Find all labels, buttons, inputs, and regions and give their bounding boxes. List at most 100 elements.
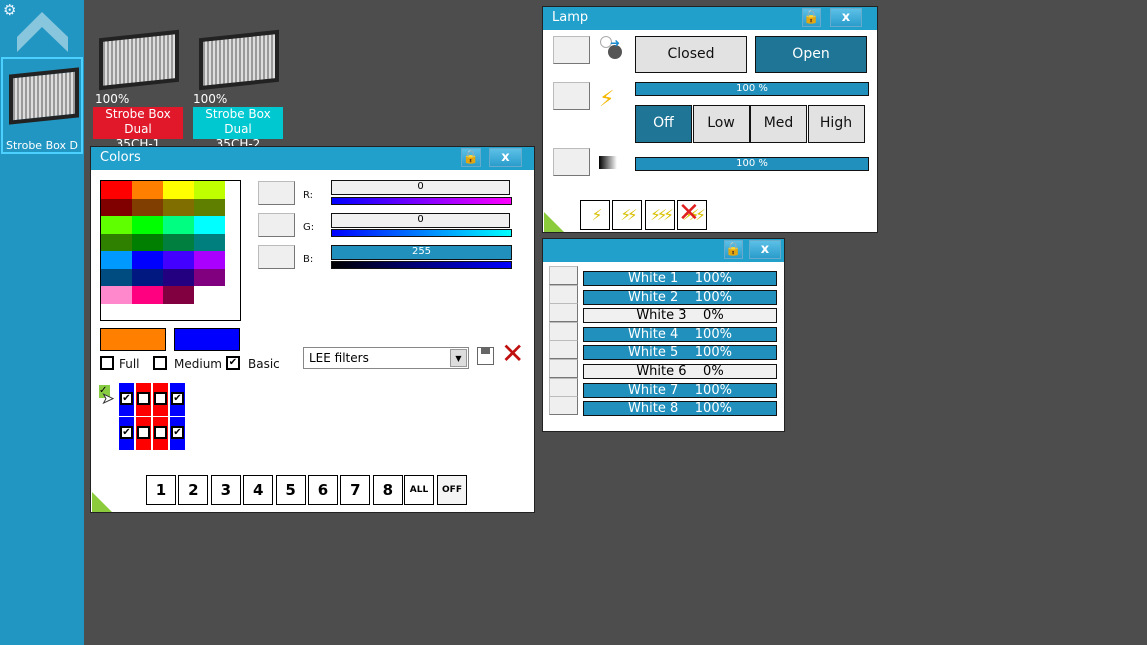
lock-button[interactable]: 🔒 bbox=[724, 240, 743, 259]
g-slider[interactable]: 0 bbox=[331, 213, 510, 228]
palette-swatch[interactable] bbox=[163, 216, 194, 234]
add-corner-icon[interactable] bbox=[92, 492, 112, 512]
palette-swatch[interactable] bbox=[132, 251, 163, 269]
strobe-button[interactable] bbox=[553, 82, 590, 110]
fixture-tile-2[interactable]: 100% Strobe Box Dual 35CH-2 bbox=[193, 28, 285, 151]
white-toggle-button[interactable] bbox=[549, 266, 578, 285]
g-button[interactable] bbox=[258, 213, 295, 237]
level-low-button[interactable]: Low bbox=[692, 105, 750, 143]
channel-button-4[interactable]: 4 bbox=[243, 475, 274, 505]
fixture-tile-1[interactable]: 100% Strobe Box Dual 35CH-1 bbox=[93, 28, 185, 151]
chevron-down-icon[interactable]: ▼ bbox=[450, 349, 467, 367]
palette-swatch[interactable] bbox=[194, 181, 225, 199]
strobe-3-icon[interactable]: ⚡⚡⚡ bbox=[645, 200, 675, 230]
palette-swatch[interactable] bbox=[101, 268, 132, 286]
white-toggle-button[interactable] bbox=[549, 303, 578, 323]
close-button[interactable]: x bbox=[749, 240, 781, 259]
palette-swatch[interactable] bbox=[132, 286, 163, 304]
close-button[interactable]: x bbox=[489, 148, 522, 167]
save-icon[interactable] bbox=[477, 347, 494, 365]
b-slider[interactable]: 255 bbox=[331, 245, 512, 260]
palette-swatch[interactable] bbox=[163, 251, 194, 269]
r-slider[interactable]: 0 bbox=[331, 180, 510, 195]
shutter-button[interactable] bbox=[553, 36, 590, 64]
white-channel-bar[interactable]: White 5 100% bbox=[583, 345, 777, 361]
dimmer-button[interactable] bbox=[553, 148, 590, 176]
gear-icon[interactable]: ⚙ bbox=[3, 1, 17, 19]
palette-swatch[interactable] bbox=[163, 198, 194, 216]
white-channel-bar[interactable]: White 7 100% bbox=[583, 382, 777, 398]
palette-swatch[interactable] bbox=[132, 198, 163, 216]
white-toggle-button[interactable] bbox=[549, 340, 578, 360]
strobe-off-icon[interactable]: ⚡⚡⚡ ✕ bbox=[677, 199, 707, 230]
chevron-up-icon[interactable] bbox=[17, 10, 68, 53]
select-all-checkbox[interactable]: ✓ bbox=[99, 385, 110, 398]
palette-swatch[interactable] bbox=[163, 233, 194, 251]
b-button[interactable] bbox=[258, 245, 295, 269]
white-toggle-button[interactable] bbox=[549, 377, 578, 397]
channel-button-3[interactable]: 3 bbox=[210, 475, 241, 505]
white-toggle-button[interactable] bbox=[549, 396, 578, 416]
white-channel-bar[interactable]: White 6 0% bbox=[583, 364, 777, 379]
add-corner-icon[interactable] bbox=[544, 212, 564, 232]
delete-icon[interactable]: ✕ bbox=[501, 337, 525, 370]
channel-button-1[interactable]: 1 bbox=[146, 475, 176, 505]
white-channel-bar[interactable]: White 8 100% bbox=[583, 401, 777, 417]
white-channel-bar[interactable]: White 4 100% bbox=[583, 326, 777, 342]
level-off-button[interactable]: Off bbox=[635, 105, 692, 143]
white-channel-bar[interactable]: White 3 0% bbox=[583, 308, 777, 324]
palette-swatch[interactable] bbox=[194, 286, 225, 304]
open-button[interactable]: Open bbox=[755, 36, 867, 73]
channel-button-2[interactable]: 2 bbox=[178, 475, 209, 505]
channel-button-off[interactable]: OFF bbox=[437, 475, 467, 505]
white-toggle-button[interactable] bbox=[549, 284, 578, 304]
palette-swatch[interactable] bbox=[101, 216, 132, 234]
palette-swatch[interactable] bbox=[194, 251, 225, 269]
channel-button-5[interactable]: 5 bbox=[275, 475, 306, 505]
channel-checkbox[interactable]: ✔ bbox=[171, 426, 184, 439]
channel-checkbox[interactable]: ✔ bbox=[171, 392, 184, 405]
white-toggle-button[interactable] bbox=[549, 321, 578, 341]
palette-swatch[interactable] bbox=[101, 181, 132, 199]
channel-checkbox[interactable] bbox=[137, 426, 150, 439]
palette-swatch[interactable] bbox=[132, 268, 163, 286]
palette-swatch[interactable] bbox=[163, 286, 194, 304]
strobe-2-icon[interactable]: ⚡⚡ bbox=[612, 200, 642, 230]
fixture-item-selected[interactable]: Strobe Box D bbox=[1, 57, 83, 154]
channel-checkbox[interactable] bbox=[137, 392, 150, 405]
level-high-button[interactable]: High bbox=[807, 105, 865, 143]
channel-checkbox[interactable]: ✔ bbox=[120, 426, 133, 439]
palette-swatch[interactable] bbox=[101, 198, 132, 216]
medium-checkbox[interactable] bbox=[153, 356, 167, 370]
full-checkbox[interactable] bbox=[100, 356, 114, 370]
palette-swatch[interactable] bbox=[163, 181, 194, 199]
channel-checkbox[interactable] bbox=[154, 392, 167, 405]
strobe-bar[interactable]: 100 % bbox=[635, 82, 869, 96]
palette-swatch[interactable] bbox=[194, 233, 225, 251]
close-button[interactable]: x bbox=[830, 8, 862, 27]
closed-button[interactable]: Closed bbox=[635, 36, 747, 73]
palette-swatch[interactable] bbox=[101, 286, 132, 304]
channel-checkbox[interactable]: ✔ bbox=[120, 392, 133, 405]
white-channel-bar[interactable]: White 2 100% bbox=[583, 289, 777, 305]
secondary-color-swatch[interactable] bbox=[174, 328, 240, 351]
palette-swatch[interactable] bbox=[194, 268, 225, 286]
channel-checkbox[interactable] bbox=[154, 426, 167, 439]
white-toggle-button[interactable] bbox=[549, 359, 578, 378]
dimmer-bar[interactable]: 100 % bbox=[635, 157, 869, 171]
channel-button-8[interactable]: 8 bbox=[372, 475, 403, 505]
palette-swatch[interactable] bbox=[132, 181, 163, 199]
r-button[interactable] bbox=[258, 181, 295, 205]
channel-button-all[interactable]: ALL bbox=[404, 475, 434, 505]
filter-select[interactable]: LEE filters ▼ bbox=[303, 347, 469, 369]
level-med-button[interactable]: Med bbox=[750, 105, 807, 143]
palette-swatch[interactable] bbox=[132, 216, 163, 234]
palette-swatch[interactable] bbox=[194, 198, 225, 216]
palette-swatch[interactable] bbox=[101, 251, 132, 269]
lock-button[interactable]: 🔒 bbox=[802, 8, 821, 27]
palette-swatch[interactable] bbox=[132, 233, 163, 251]
basic-checkbox[interactable]: ✔ bbox=[226, 356, 240, 370]
white-channel-bar[interactable]: White 1 100% bbox=[583, 271, 777, 286]
palette-swatch[interactable] bbox=[194, 216, 225, 234]
primary-color-swatch[interactable] bbox=[100, 328, 166, 351]
